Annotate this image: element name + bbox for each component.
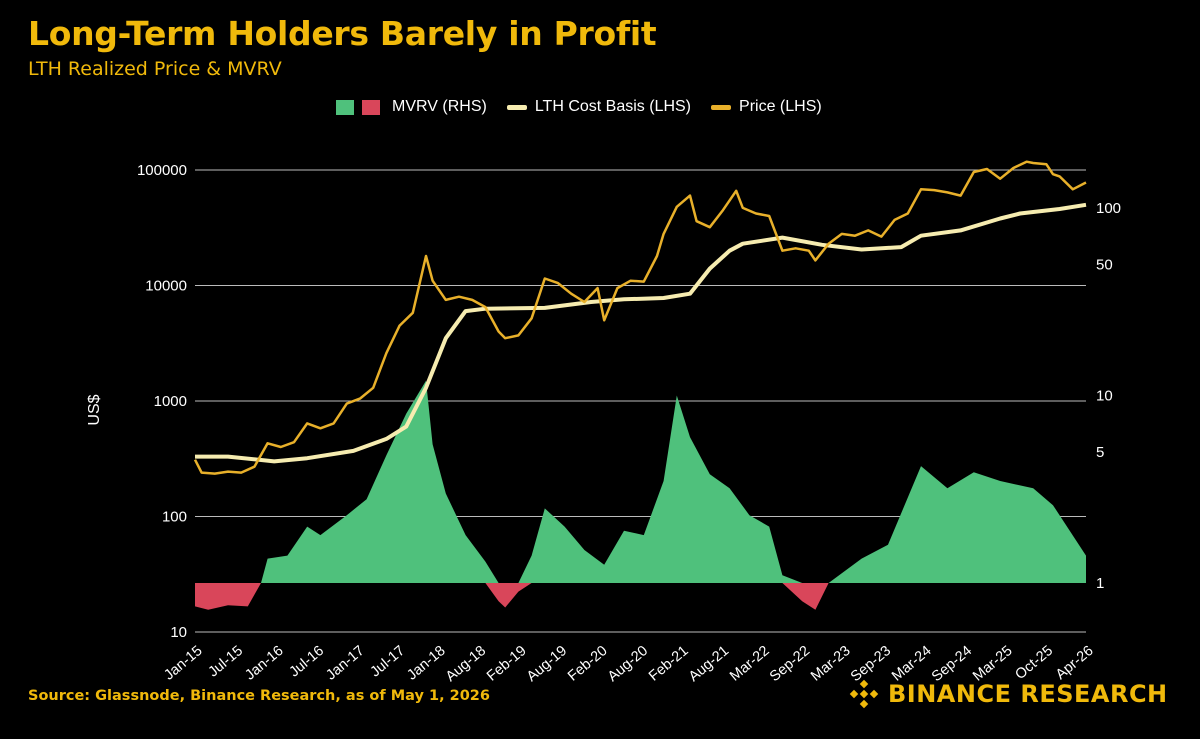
y-tick-label: 1000 [154,393,187,410]
x-tick-label: Jan-15 [161,643,205,684]
x-tick-label: Jan-17 [323,643,367,684]
x-tick-label: Jul-15 [206,643,247,681]
legend-swatch-price [711,104,732,110]
binance-logo-icon [849,679,879,709]
line-series [193,160,1087,475]
y-axis-label: US$ [86,394,103,425]
y-tick-label: 100000 [137,162,187,179]
legend-label-price: Price (LHS) [739,98,822,115]
x-tick-label: Jul-17 [368,643,409,681]
x-tick-label: Oct-25 [1012,643,1056,683]
legend-swatch-lth [506,104,527,110]
x-tick-label: Feb-21 [646,643,691,685]
brand-name: BINANCE RESEARCH [888,680,1168,708]
source-note: Source: Glassnode, Binance Research, as … [28,688,490,704]
x-tick-label: Aug-18 [443,643,489,685]
x-tick-label: Aug-20 [605,643,651,685]
brand: BINANCE RESEARCH [848,678,1168,710]
y2-tick-label: 10 [1096,388,1113,405]
legend-swatch-mvrv-positive [336,99,354,115]
x-tick-label: Jan-16 [242,643,286,684]
legend-swatch-mvrv-negative [362,99,380,115]
y-tick-label: 10 [170,624,187,641]
y2-tick-label: 5 [1096,444,1104,461]
chart-subtitle: LTH Realized Price & MVRV [28,58,282,80]
y2-tick-label: 1 [1096,575,1104,592]
x-tick-label: Jul-16 [287,643,328,681]
x-tick-label: Sep-22 [767,643,813,685]
mvrv-area-series [195,380,1086,610]
y2-tick-label: 100 [1096,200,1121,217]
x-tick-label: Apr-26 [1053,643,1097,683]
legend-label-mvrv: MVRV (RHS) [392,98,487,115]
x-tick-label: Feb-19 [484,643,529,685]
lth-cost-basis-line [195,202,1087,464]
x-tick-label: Aug-19 [524,643,570,685]
x-tick-label: Mar-23 [808,643,853,685]
y-tick-label: 10000 [145,278,187,295]
x-tick-label: Feb-20 [565,643,610,685]
x-tick-label: Mar-22 [727,643,772,685]
chart-legend: MVRV (RHS) LTH Cost Basis (LHS) Price (L… [336,98,822,116]
price-line [193,160,1087,475]
mvrv-negative-area [195,583,1086,610]
legend-label-lth: LTH Cost Basis (LHS) [534,98,692,115]
y-tick-label: 100 [162,509,187,526]
mvrv-positive-area [195,380,1086,583]
y2-tick-label: 50 [1096,256,1113,273]
x-tick-label: Jan-18 [404,643,448,684]
x-tick-label: Aug-21 [686,643,732,685]
chart-title: Long-Term Holders Barely in Profit [28,14,657,53]
